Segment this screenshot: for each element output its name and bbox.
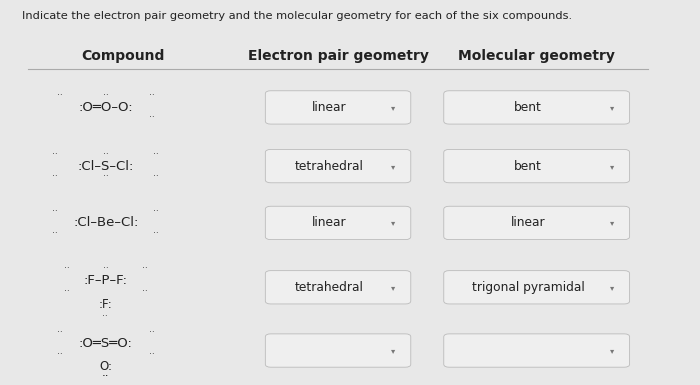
Text: ▾: ▾ <box>391 346 395 355</box>
Text: :O═S═O:: :O═S═O: <box>79 337 133 350</box>
FancyBboxPatch shape <box>265 271 411 304</box>
Text: ▾: ▾ <box>391 218 395 228</box>
Text: ··: ·· <box>153 207 159 216</box>
Text: ··: ·· <box>64 287 69 296</box>
Text: :F:: :F: <box>99 298 113 311</box>
Text: bent: bent <box>514 101 542 114</box>
Text: ··: ·· <box>148 351 155 360</box>
Text: ▾: ▾ <box>610 218 614 228</box>
Text: ··: ·· <box>102 370 109 383</box>
Text: ▾: ▾ <box>610 103 614 112</box>
Text: bent: bent <box>514 160 542 172</box>
Text: linear: linear <box>510 216 545 229</box>
Text: ▾: ▾ <box>610 346 614 355</box>
Text: :F–P–F:: :F–P–F: <box>84 274 128 287</box>
FancyBboxPatch shape <box>265 334 411 367</box>
Text: ··: ·· <box>52 229 58 238</box>
FancyBboxPatch shape <box>444 206 629 239</box>
Text: ··: ·· <box>103 264 108 274</box>
FancyBboxPatch shape <box>444 149 629 183</box>
Text: Indicate the electron pair geometry and the molecular geometry for each of the s: Indicate the electron pair geometry and … <box>22 11 572 21</box>
FancyBboxPatch shape <box>265 91 411 124</box>
Text: Molecular geometry: Molecular geometry <box>458 49 615 63</box>
Text: ··: ·· <box>102 312 107 321</box>
Text: ··: ·· <box>153 150 159 159</box>
Text: ··: ·· <box>153 229 159 238</box>
Text: ··: ·· <box>52 172 58 181</box>
Text: :Cl–Be–Cl:: :Cl–Be–Cl: <box>73 216 139 229</box>
Text: ··: ·· <box>57 92 63 100</box>
Text: ··: ·· <box>142 287 148 296</box>
Text: tetrahedral: tetrahedral <box>295 160 364 172</box>
FancyBboxPatch shape <box>444 334 629 367</box>
FancyBboxPatch shape <box>265 149 411 183</box>
Text: ··: ·· <box>57 351 63 360</box>
FancyBboxPatch shape <box>444 91 629 124</box>
Text: ··: ·· <box>148 92 155 100</box>
Text: O:: O: <box>99 360 112 373</box>
Text: ··: ·· <box>142 264 148 274</box>
Text: Electron pair geometry: Electron pair geometry <box>248 49 428 63</box>
Text: ··: ·· <box>148 114 155 122</box>
Text: :O═O–O:: :O═O–O: <box>78 101 133 114</box>
Text: ▾: ▾ <box>610 162 614 171</box>
Text: ··: ·· <box>103 92 108 100</box>
Text: linear: linear <box>312 216 346 229</box>
Text: ··: ·· <box>103 150 108 159</box>
Text: tetrahedral: tetrahedral <box>295 281 364 294</box>
Text: ··: ·· <box>103 172 108 181</box>
Text: ··: ·· <box>57 328 63 337</box>
Text: ··: ·· <box>52 150 58 159</box>
Text: ▾: ▾ <box>610 283 614 292</box>
Text: trigonal pyramidal: trigonal pyramidal <box>472 281 584 294</box>
Text: ··: ·· <box>148 328 155 337</box>
Text: linear: linear <box>312 101 346 114</box>
Text: Compound: Compound <box>81 49 164 63</box>
Text: ··: ·· <box>52 207 58 216</box>
Text: :Cl–S–Cl:: :Cl–S–Cl: <box>78 160 134 172</box>
FancyBboxPatch shape <box>444 271 629 304</box>
Text: ··: ·· <box>64 264 69 274</box>
Text: ▾: ▾ <box>391 162 395 171</box>
Text: ··: ·· <box>153 172 159 181</box>
Text: ▾: ▾ <box>391 103 395 112</box>
Text: ▾: ▾ <box>391 283 395 292</box>
FancyBboxPatch shape <box>265 206 411 239</box>
